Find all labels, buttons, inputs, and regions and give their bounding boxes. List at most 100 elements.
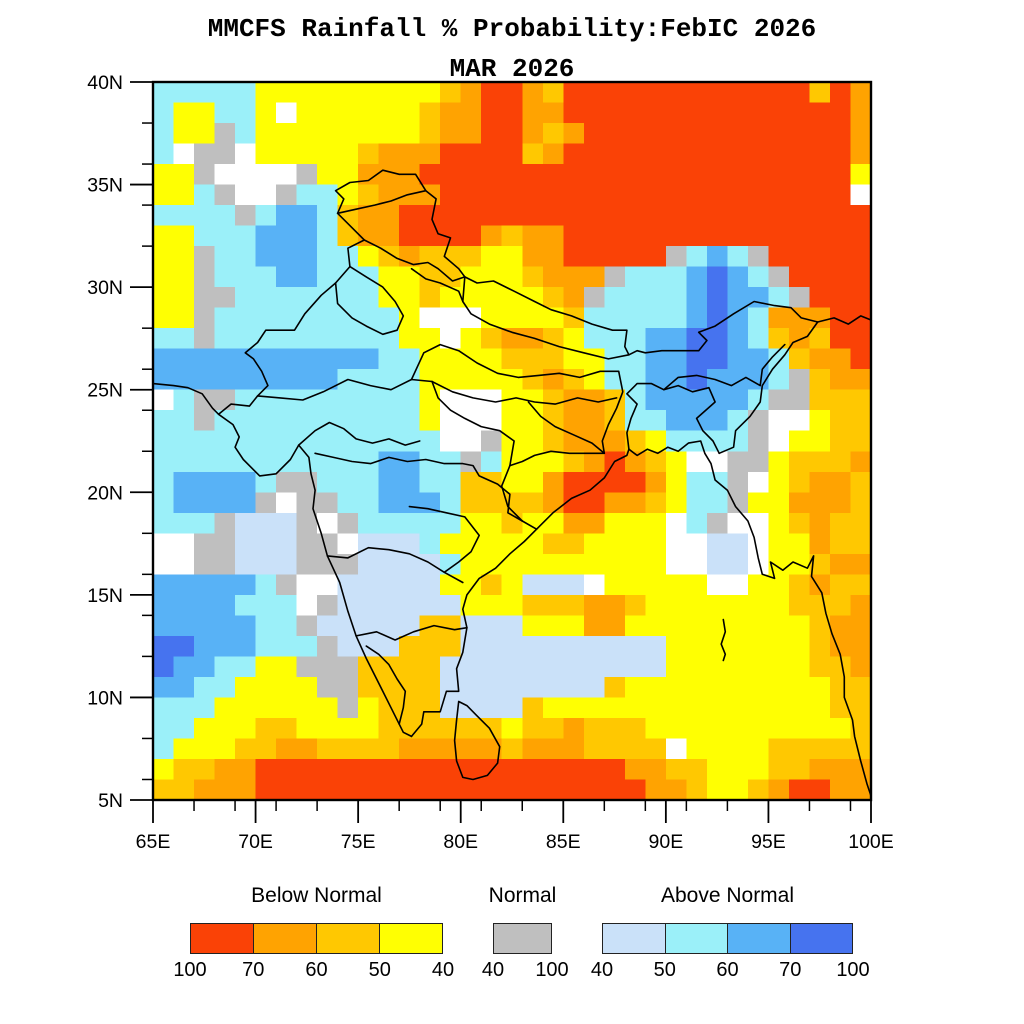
plot-frame: [151, 80, 873, 802]
grid-cell: [214, 369, 236, 391]
grid-cell: [706, 553, 728, 575]
grid-cell: [727, 184, 749, 206]
grid-cell: [235, 533, 257, 555]
grid-cell: [850, 635, 872, 657]
grid-cell: [829, 205, 852, 227]
grid-cell: [788, 328, 811, 350]
grid-cell: [153, 307, 175, 329]
grid-cell: [173, 369, 195, 391]
grid-cell: [768, 779, 790, 801]
grid-cell: [809, 287, 831, 309]
grid-cell: [706, 430, 728, 452]
grid-cell: [829, 656, 852, 678]
grid-cell: [501, 225, 523, 247]
grid-cell: [665, 143, 687, 165]
grid-cell: [768, 266, 790, 288]
grid-cell: [153, 123, 175, 145]
boundary-border_pakistan: [217, 169, 401, 416]
grid-cell: [296, 533, 318, 555]
grid-cell: [255, 594, 277, 616]
grid-cell: [194, 225, 216, 247]
boundary-state_assam: [662, 343, 786, 391]
grid-cell: [604, 430, 626, 452]
grid-cell: [706, 164, 728, 186]
grid-cell: [747, 512, 770, 534]
grid-cell: [522, 758, 544, 781]
grid-cell: [419, 389, 441, 411]
grid-cell: [481, 594, 503, 616]
grid-cell: [419, 656, 441, 678]
grid-cell: [747, 574, 770, 596]
y-tick-label: 10N: [87, 687, 123, 709]
boundary-state_telangana: [408, 505, 481, 574]
grid-cell: [276, 738, 298, 760]
grid-cell: [173, 676, 195, 699]
grid-cell: [440, 594, 462, 616]
boundary-state_maharashtra: [314, 452, 538, 531]
grid-cell: [358, 594, 380, 616]
grid-cell: [706, 184, 728, 206]
grid-cell: [214, 266, 236, 288]
grid-cell: [645, 451, 667, 473]
grid-cell: [686, 635, 708, 657]
grid-cell: [481, 184, 503, 206]
grid-cell: [194, 164, 216, 186]
grid-cell: [501, 102, 523, 124]
legend-color-swatch: [380, 924, 442, 953]
grid-cell: [522, 492, 544, 514]
grid-cell: [645, 410, 667, 432]
grid-cell: [768, 451, 790, 473]
grid-cell: [194, 287, 216, 309]
grid-cell: [686, 697, 708, 719]
grid-cell: [829, 389, 852, 411]
grid-cell: [358, 779, 380, 801]
grid-cell: [645, 594, 667, 616]
grid-cell: [563, 656, 585, 678]
grid-cell: [604, 184, 626, 206]
grid-cell: [583, 123, 605, 145]
grid-cell: [727, 533, 749, 555]
grid-cell: [296, 82, 318, 104]
grid-cell: [624, 471, 646, 493]
grid-cell: [624, 143, 646, 165]
grid-cell: [481, 287, 503, 309]
grid-cell: [153, 348, 175, 370]
grid-cell: [337, 266, 359, 288]
grid-cell: [440, 225, 462, 247]
x-tick-label: 95E: [751, 831, 786, 853]
grid-cell: [194, 102, 216, 124]
x-tick-label: 80E: [443, 831, 478, 853]
grid-cell: [624, 512, 646, 534]
grid-cell: [337, 389, 359, 411]
grid-cell: [850, 348, 872, 370]
grid-cell: [665, 492, 687, 514]
grid-cell: [399, 143, 421, 165]
grid-cell: [624, 615, 646, 637]
grid-cell: [706, 82, 728, 104]
grid-cell: [645, 471, 667, 493]
grid-cell: [419, 697, 441, 719]
grid-cell: [173, 143, 195, 165]
grid-cell: [706, 307, 728, 329]
grid-cell: [829, 430, 852, 452]
grid-cell: [378, 369, 400, 391]
boundary-state_chhattisgarh: [431, 380, 524, 522]
grid-cell: [419, 635, 441, 657]
grid-cell: [358, 184, 380, 206]
grid-cell: [419, 758, 441, 781]
grid-cell: [194, 738, 216, 760]
grid-cell: [214, 205, 236, 227]
grid-cell: [358, 492, 380, 514]
grid-cell: [809, 123, 831, 145]
grid-cell: [645, 635, 667, 657]
grid-cell: [563, 266, 585, 288]
grid-cell: [173, 287, 195, 309]
legend-tick-value: 40: [431, 959, 455, 981]
grid-cell: [563, 287, 585, 309]
grid-cell: [829, 553, 852, 575]
grid-cell: [727, 164, 749, 186]
grid-cell: [563, 758, 585, 781]
grid-cell: [768, 430, 790, 452]
grid-cell: [665, 123, 687, 145]
grid-cell: [747, 184, 770, 206]
